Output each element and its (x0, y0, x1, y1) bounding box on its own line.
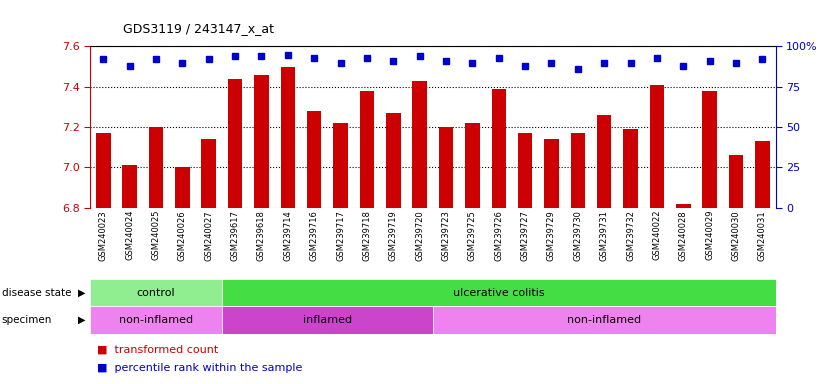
Bar (123, 166, 137, 208)
Text: non-inflamed: non-inflamed (567, 315, 641, 325)
Text: GSM239618: GSM239618 (257, 210, 266, 261)
Text: ▶: ▶ (78, 288, 86, 298)
Text: GSM240027: GSM240027 (204, 210, 214, 260)
Bar (359, 91, 374, 208)
Text: ▶: ▶ (78, 315, 86, 325)
Bar (676, 204, 691, 208)
Text: GSM239726: GSM239726 (495, 210, 503, 261)
Bar (433, 306, 776, 334)
Text: GSM239720: GSM239720 (415, 210, 425, 261)
Text: GSM240028: GSM240028 (679, 210, 688, 260)
Bar (570, 133, 585, 208)
Text: ulcerative colitis: ulcerative colitis (453, 288, 545, 298)
Text: GSM239617: GSM239617 (230, 210, 239, 261)
Bar (439, 127, 454, 208)
Bar (96, 133, 111, 208)
Bar (491, 89, 506, 208)
Bar (650, 85, 664, 208)
Text: inflamed: inflamed (303, 315, 352, 325)
Text: GSM239725: GSM239725 (468, 210, 477, 261)
Bar (90, 306, 222, 334)
Bar (148, 127, 163, 208)
Text: GSM239727: GSM239727 (520, 210, 530, 261)
Bar (90, 279, 222, 306)
Bar (518, 133, 532, 208)
Bar (202, 139, 216, 208)
Text: GSM240023: GSM240023 (98, 210, 108, 260)
Bar (755, 141, 770, 208)
Text: disease state: disease state (2, 288, 71, 298)
Text: GSM239717: GSM239717 (336, 210, 345, 261)
Text: GSM239732: GSM239732 (626, 210, 636, 261)
Text: control: control (137, 288, 175, 298)
Text: GSM240025: GSM240025 (152, 210, 160, 260)
Text: GSM239716: GSM239716 (309, 210, 319, 261)
Text: GSM240029: GSM240029 (706, 210, 714, 260)
Bar (307, 111, 321, 208)
Text: specimen: specimen (2, 315, 52, 325)
Text: GSM239719: GSM239719 (389, 210, 398, 261)
Bar (222, 306, 433, 334)
Bar (222, 279, 776, 306)
Bar (334, 123, 348, 208)
Text: GSM240031: GSM240031 (758, 210, 767, 260)
Bar (228, 79, 243, 208)
Bar (386, 113, 400, 208)
Bar (412, 81, 427, 208)
Text: GDS3119 / 243147_x_at: GDS3119 / 243147_x_at (123, 22, 274, 35)
Text: GSM239729: GSM239729 (547, 210, 556, 261)
Text: non-inflamed: non-inflamed (119, 315, 193, 325)
Bar (545, 139, 559, 208)
Bar (702, 91, 717, 208)
Bar (465, 123, 480, 208)
Bar (254, 75, 269, 208)
Bar (729, 156, 743, 208)
Text: GSM240024: GSM240024 (125, 210, 134, 260)
Text: GSM240022: GSM240022 (652, 210, 661, 260)
Text: ■  transformed count: ■ transformed count (90, 345, 219, 355)
Bar (175, 167, 189, 208)
Text: GSM240026: GSM240026 (178, 210, 187, 260)
Text: GSM239731: GSM239731 (600, 210, 609, 261)
Text: ■  percentile rank within the sample: ■ percentile rank within the sample (90, 363, 303, 373)
Text: GSM239723: GSM239723 (441, 210, 450, 261)
Bar (597, 115, 611, 208)
Text: GSM239714: GSM239714 (284, 210, 293, 261)
Bar (280, 67, 295, 208)
Text: GSM239730: GSM239730 (573, 210, 582, 261)
Bar (623, 129, 638, 208)
Text: GSM239718: GSM239718 (363, 210, 371, 261)
Text: GSM240030: GSM240030 (731, 210, 741, 260)
